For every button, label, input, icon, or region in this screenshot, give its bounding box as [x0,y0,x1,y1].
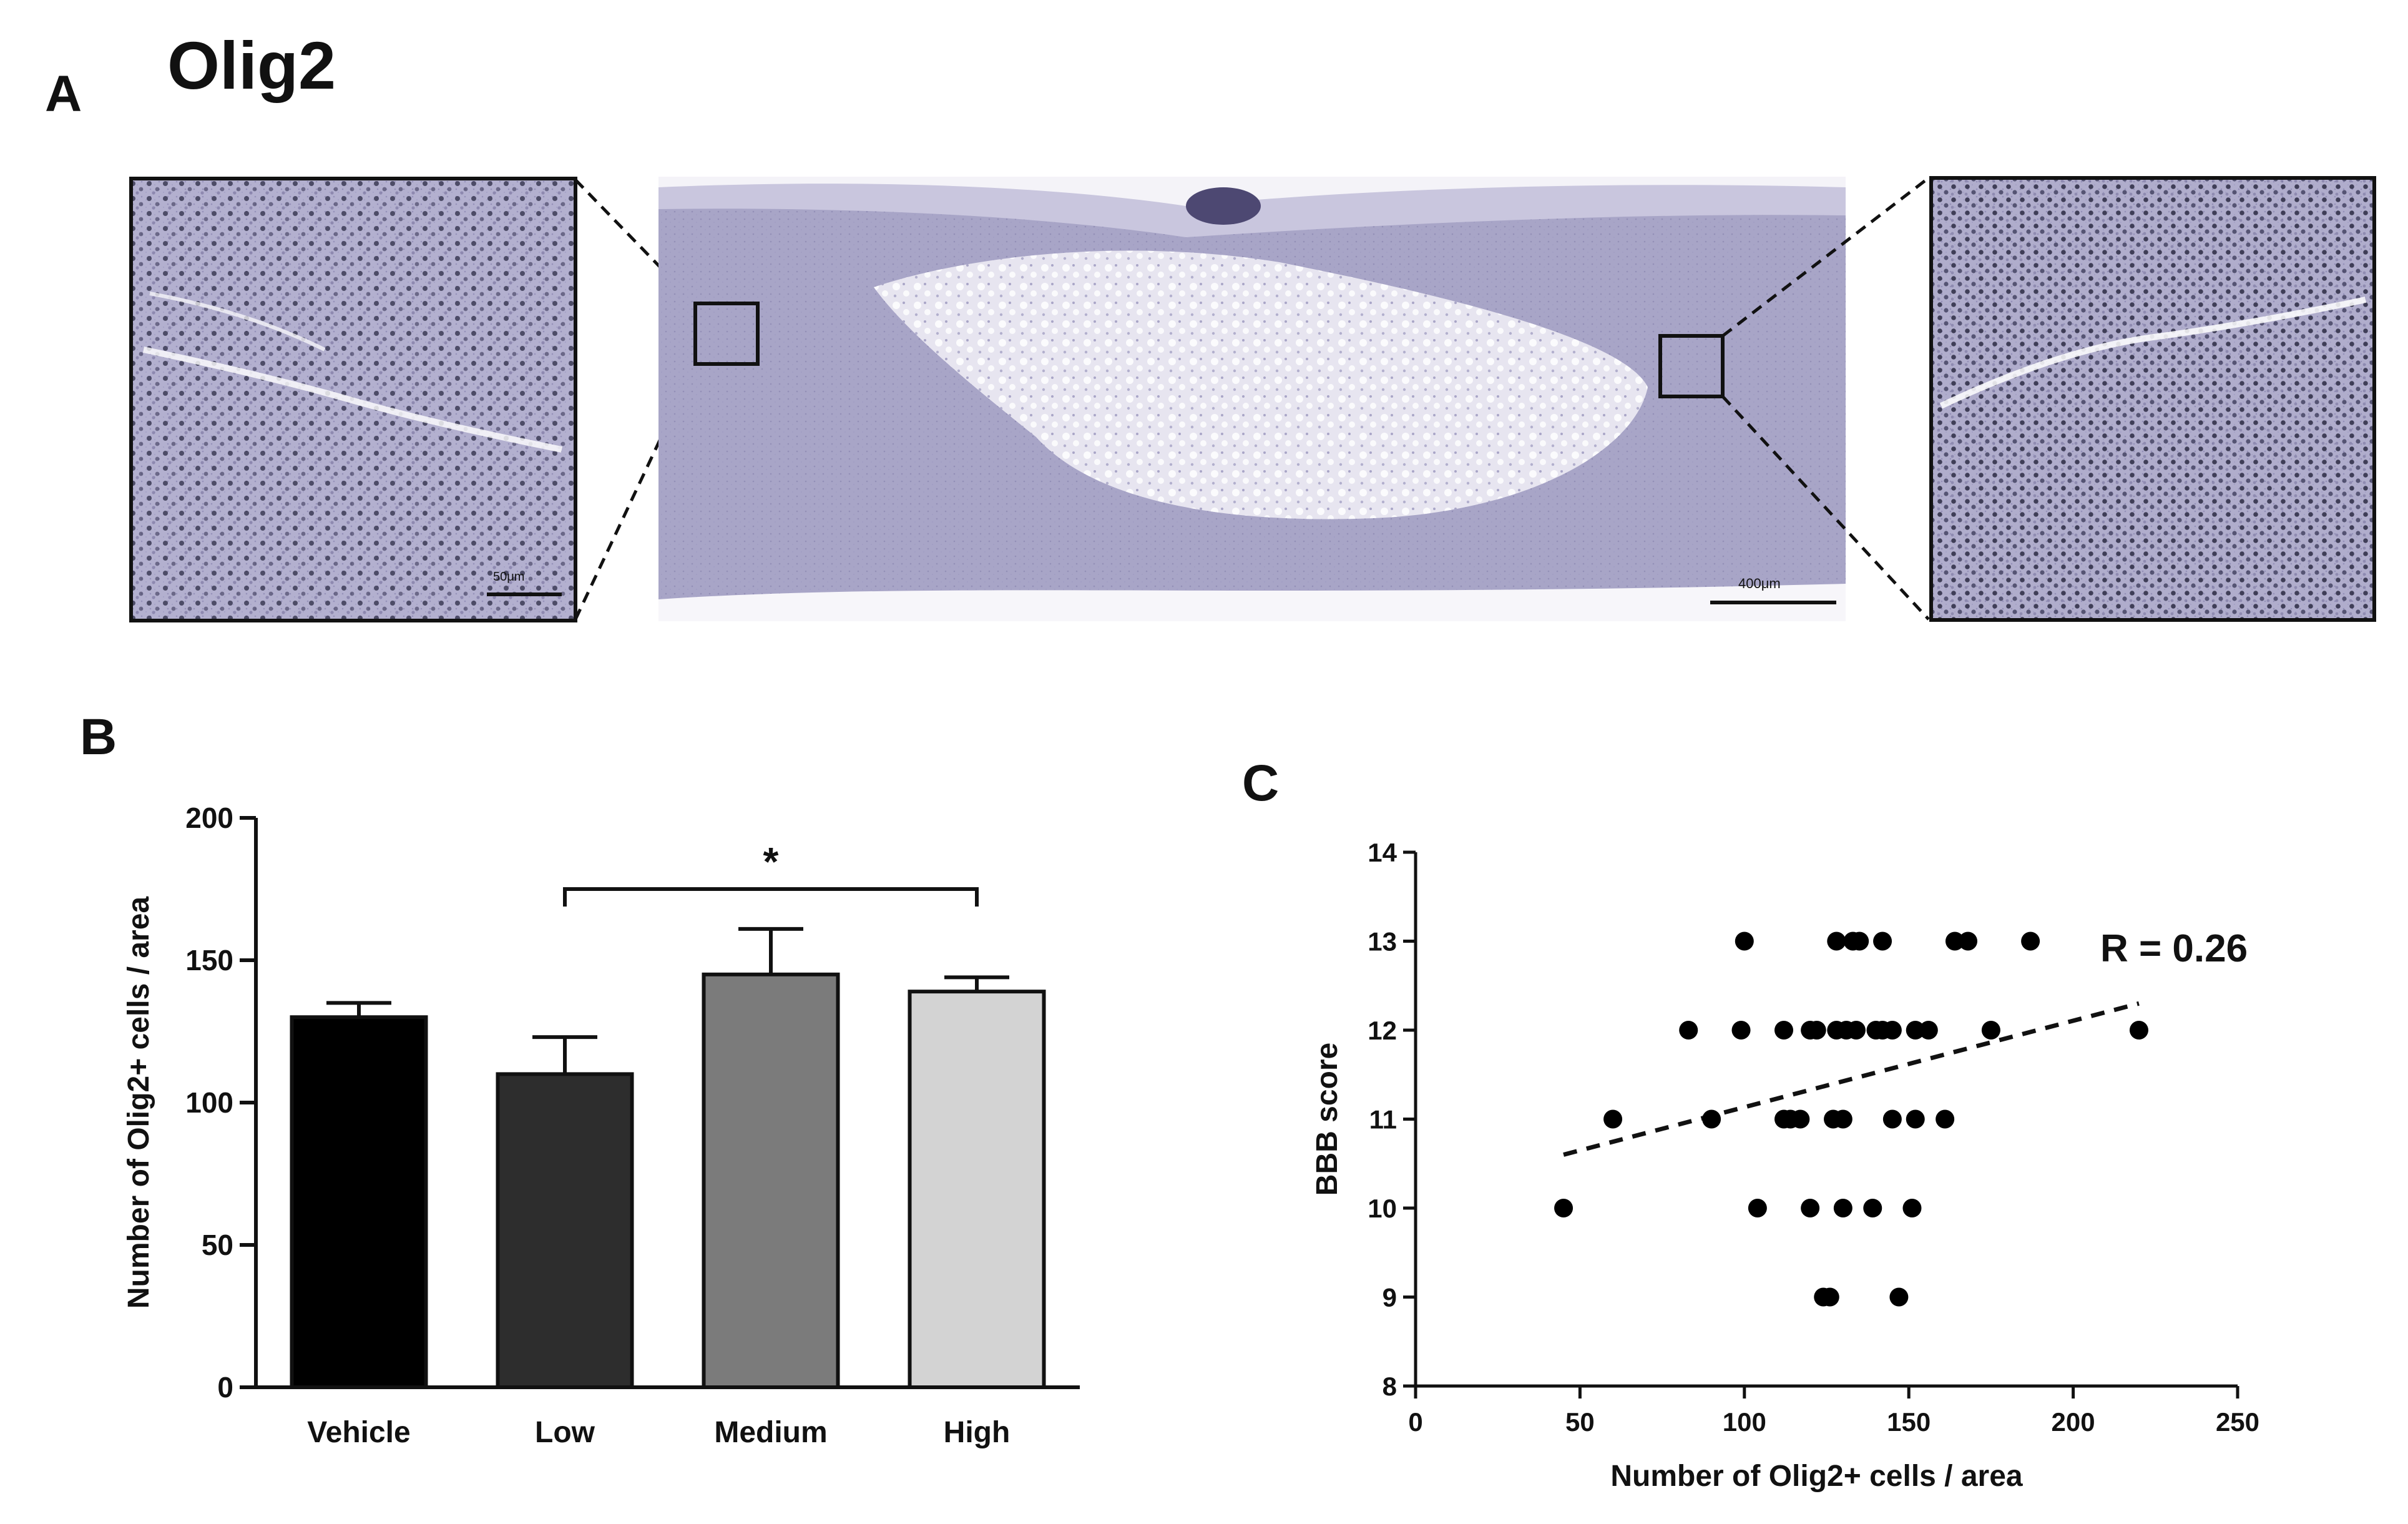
scatter-y-tick-label: 10 [1368,1194,1397,1223]
scatter-point [1603,1109,1623,1129]
scatter-x-tick-label: 100 [1723,1407,1766,1437]
scatter-point [1774,1021,1794,1040]
significance-star: * [763,839,779,884]
scatter-point [1882,1109,1902,1129]
bar-vehicle [290,1015,428,1389]
scatter-x-tick-label: 50 [1565,1407,1595,1437]
scatter-y-tick-label: 13 [1368,927,1397,956]
correlation-label: R = 0.26 [2100,927,2248,970]
bar-y-tick-label: 100 [185,1086,233,1119]
scatter-point [2129,1021,2148,1040]
panel-c: C 8 9 10 11 12 13 14 0 50 100 150 200 250 Number of O… [1242,755,2259,1493]
scatter-point [1679,1021,1698,1040]
bar-y-tick-label: 0 [217,1371,233,1404]
panel-b-letter: B [80,709,117,765]
scatter-point [1554,1199,1574,1217]
scatter-point [1833,1109,1852,1129]
scatter-y-axis-title: BBB score [1311,1043,1344,1196]
scatter-y-tick-label: 14 [1368,838,1397,867]
left-zoom-micrograph: 50μm [129,177,577,622]
bar-y-axis-title: Number of Olig2+ cells / area [122,897,155,1309]
scatter-point [1906,1021,1925,1040]
scatter-point [1801,1199,1820,1217]
dorsal-vessel [1186,187,1261,225]
bar-low [496,1072,634,1390]
scatter-point [1936,1109,1955,1129]
scatter-point [1702,1109,1721,1129]
scale-bar-center-label: 400μm [1738,576,1781,591]
bar-chart: 0 50 100 150 200 Number of Olig2+ cells / are… [122,802,1080,1449]
bar-x-tick-label: Low [535,1416,595,1449]
panel-b: B 0 50 100 150 200 Number of Olig2+ cells / a… [80,709,1080,1449]
scatter-point [1873,932,1892,951]
bar-y-tick-label: 200 [185,802,233,834]
scatter-point [1807,1021,1826,1040]
scatter-point [1846,1021,1866,1040]
scatter-x-tick-label: 200 [2052,1407,2095,1437]
bar-y-tick-label: 50 [202,1229,233,1261]
bar-high [908,990,1046,1390]
scatter-x-tick-label: 250 [2216,1407,2259,1437]
scatter-point [1833,1199,1852,1217]
scatter-point [1850,932,1869,951]
scatter-y-tick-label: 8 [1383,1372,1397,1401]
scatter-point [1748,1199,1767,1217]
right-zoom-micrograph [1929,176,2376,622]
scatter-y-tick-label: 11 [1369,1105,1397,1134]
bar-x-tick-label: High [944,1416,1011,1449]
scatter-y-tick-label: 9 [1383,1283,1397,1312]
scatter-point [1735,932,1754,951]
scatter-point [1882,1021,1902,1040]
overview-micrograph: 400μm [658,177,1846,621]
scatter-point [2021,932,2040,951]
scatter-point [1827,932,1846,951]
scatter-point [1889,1287,1909,1307]
scatter-point [1981,1021,2000,1040]
bar-medium [702,972,840,1390]
scatter-point [1863,1199,1882,1217]
scatter-point [1820,1287,1839,1307]
panel-a-title: Olig2 [167,27,336,103]
panel-a-letter: A [45,66,82,122]
zoom-line-right-top [1721,177,1930,337]
bar-y-tick-label: 150 [185,944,233,976]
scatter-x-tick-label: 150 [1887,1407,1931,1437]
scatter-x-tick-label: 0 [1408,1407,1422,1437]
bar-x-tick-label: Vehicle [307,1416,410,1449]
scatter-point [1959,932,1978,951]
scatter-point [1731,1021,1751,1040]
zoom-line-right-bottom [1721,395,1930,621]
scatter-point [1791,1109,1810,1129]
scatter-chart: 8 9 10 11 12 13 14 0 50 100 150 200 250 Number of Oli… [1311,838,2259,1493]
scatter-point [1902,1199,1922,1217]
roi-box-left [693,302,760,366]
significance-bracket [563,887,979,907]
zoom-line-left-top [574,179,697,305]
scatter-point [1906,1109,1925,1129]
trend-line [1563,1001,2140,1157]
scatter-x-axis-title: Number of Olig2+ cells / area [1610,1460,2023,1493]
scatter-point [1919,1021,1938,1040]
panel-c-letter: C [1242,755,1279,812]
roi-box-right [1658,334,1725,398]
scatter-y-tick-label: 12 [1368,1016,1397,1045]
panel-a: A Olig2 50μm 40 [45,27,2376,622]
bar-x-tick-label: Medium [714,1416,827,1449]
scatter-point [1945,932,1964,951]
scale-bar-left-label: 50μm [493,570,524,584]
